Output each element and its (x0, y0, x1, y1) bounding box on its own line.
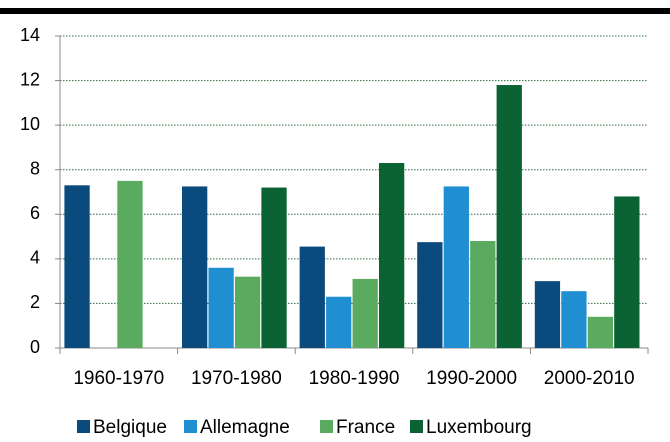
legend-label: Allemagne (200, 417, 290, 438)
bar (117, 180, 143, 348)
bar (378, 163, 405, 348)
legend-label: Luxembourg (426, 417, 532, 438)
bar (496, 85, 522, 349)
x-tick-label: 1980-1990 (309, 368, 400, 389)
bar (261, 187, 287, 348)
y-tick-label: 4 (30, 248, 40, 268)
bar (326, 296, 352, 348)
bar (534, 281, 561, 348)
legend-label: France (336, 417, 395, 438)
x-tick-label: 1990-2000 (426, 368, 517, 389)
bar (614, 196, 640, 348)
bar (208, 267, 234, 348)
bar (587, 316, 614, 348)
bar (234, 276, 261, 348)
bar (352, 278, 378, 348)
y-tick-label: 8 (30, 158, 40, 178)
bar (561, 291, 587, 348)
y-tick-label: 12 (20, 69, 40, 89)
y-tick-label: 6 (30, 203, 40, 223)
y-tick-label: 2 (30, 292, 40, 312)
legend-swatch (77, 420, 90, 433)
legend-swatch (320, 420, 333, 433)
x-tick-label: 1970-1980 (191, 368, 282, 389)
bar (417, 242, 443, 348)
x-tick-label: 1960-1970 (73, 368, 164, 389)
top-rule (0, 8, 670, 14)
y-tick-label: 0 (30, 337, 40, 357)
y-tick-label: 10 (20, 114, 40, 134)
bar (470, 241, 496, 348)
x-tick-label: 2000-2010 (544, 368, 635, 389)
legend-swatch (410, 420, 423, 433)
y-tick-label: 14 (20, 25, 40, 45)
bar (64, 185, 90, 348)
bar (182, 186, 208, 348)
bar (299, 246, 325, 348)
legend-label: Belgique (93, 417, 167, 438)
legend-swatch (184, 420, 197, 433)
bar (443, 186, 469, 348)
